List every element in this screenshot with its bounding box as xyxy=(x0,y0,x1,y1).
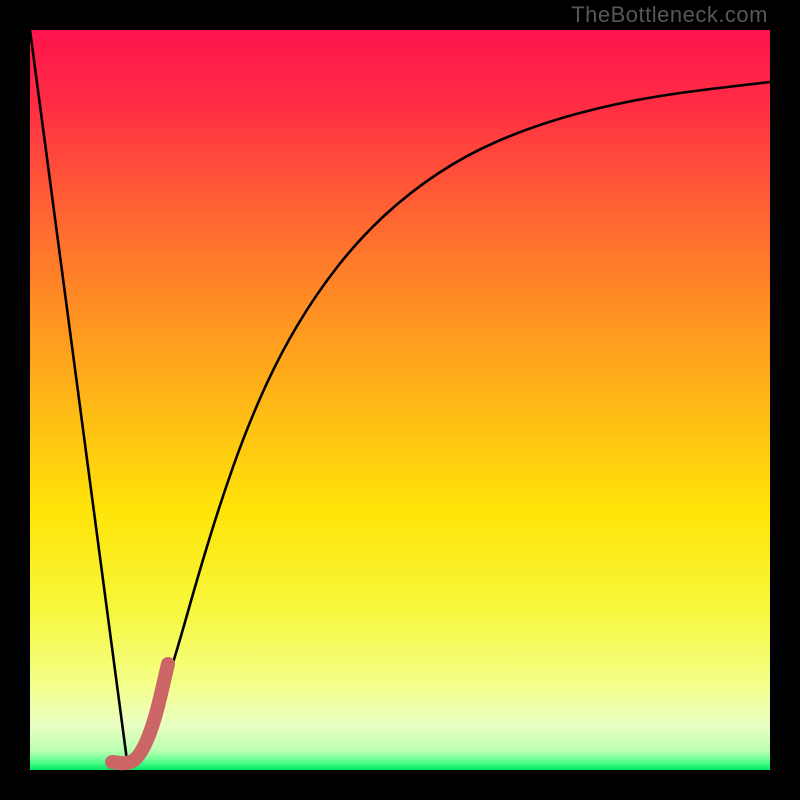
watermark-text: TheBottleneck.com xyxy=(571,2,768,28)
gradient-background xyxy=(30,30,770,770)
bottleneck-chart xyxy=(0,0,800,800)
chart-stage: TheBottleneck.com xyxy=(0,0,800,800)
